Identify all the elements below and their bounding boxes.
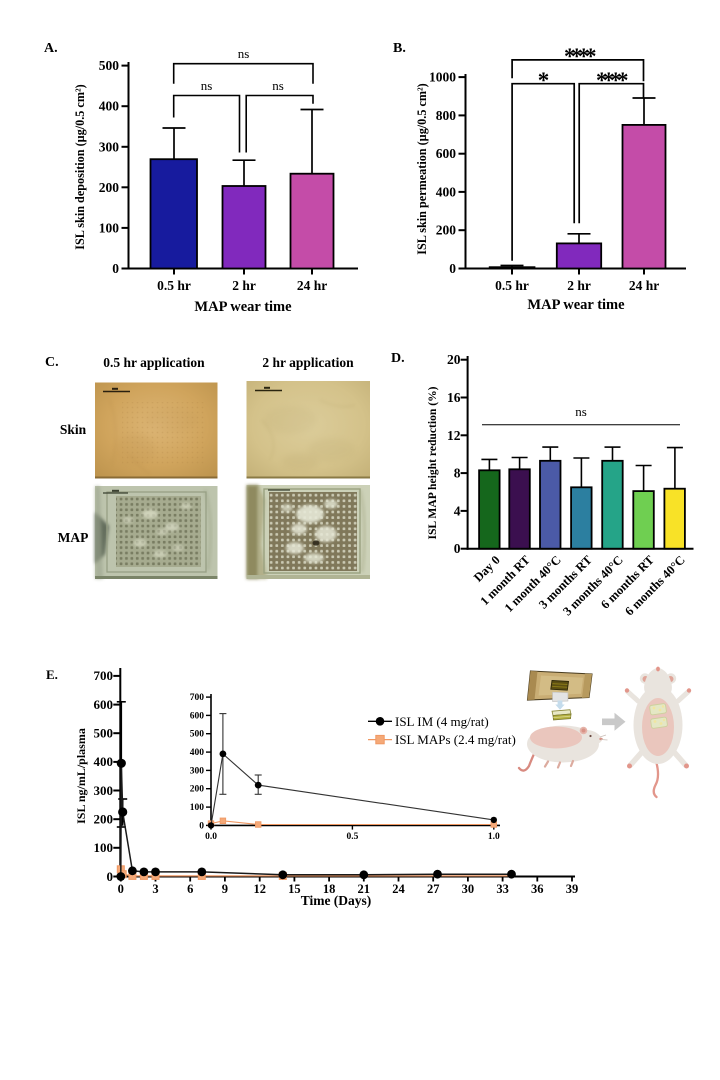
- svg-text:0.5 hr: 0.5 hr: [157, 278, 191, 293]
- svg-text:12: 12: [253, 882, 266, 896]
- svg-text:1000: 1000: [429, 70, 456, 85]
- svg-text:24 hr: 24 hr: [629, 278, 659, 293]
- svg-text:3: 3: [152, 882, 158, 896]
- svg-text:8: 8: [454, 466, 461, 481]
- svg-text:100: 100: [94, 840, 114, 855]
- svg-text:ISL ng/mL/plasma: ISL ng/mL/plasma: [74, 728, 88, 824]
- svg-text:600: 600: [94, 697, 114, 712]
- svg-text:24: 24: [392, 882, 405, 896]
- svg-text:ISL MAPs (2.4 mg/rat): ISL MAPs (2.4 mg/rat): [395, 732, 516, 747]
- svg-text:600: 600: [190, 711, 205, 721]
- svg-text:800: 800: [436, 108, 457, 123]
- svg-text:400: 400: [436, 184, 457, 199]
- svg-text:18: 18: [323, 882, 336, 896]
- svg-text:400: 400: [190, 748, 205, 758]
- svg-text:ISL IM (4 mg/rat): ISL IM (4 mg/rat): [395, 714, 489, 729]
- svg-text:200: 200: [99, 180, 120, 195]
- svg-text:Skin: Skin: [60, 422, 87, 437]
- svg-text:E.: E.: [46, 667, 58, 682]
- svg-text:MAP wear time: MAP wear time: [194, 299, 292, 315]
- svg-text:300: 300: [94, 783, 114, 798]
- svg-text:MAP wear time: MAP wear time: [527, 297, 625, 313]
- svg-text:ISL MAP height reduction (%): ISL MAP height reduction (%): [426, 386, 439, 539]
- svg-text:*: *: [538, 68, 550, 93]
- svg-text:39: 39: [566, 882, 579, 896]
- svg-text:200: 200: [436, 223, 457, 238]
- svg-text:2 hr application: 2 hr application: [262, 355, 354, 370]
- svg-text:0.5: 0.5: [346, 832, 358, 842]
- svg-text:16: 16: [447, 390, 461, 405]
- svg-text:ISL skin permeation (µg/0.5 cm: ISL skin permeation (µg/0.5 cm²): [415, 83, 429, 255]
- svg-text:0: 0: [118, 882, 124, 896]
- svg-text:200: 200: [190, 785, 205, 795]
- svg-text:0.0: 0.0: [205, 832, 217, 842]
- svg-text:0: 0: [199, 821, 204, 831]
- svg-text:36: 36: [531, 882, 544, 896]
- svg-text:ISL skin deposition (µg/0.5 cm: ISL skin deposition (µg/0.5 cm²): [73, 84, 87, 249]
- svg-text:9: 9: [222, 882, 228, 896]
- svg-text:600: 600: [436, 146, 457, 161]
- svg-text:2 hr: 2 hr: [567, 278, 591, 293]
- svg-text:D.: D.: [391, 351, 405, 366]
- svg-text:MAP: MAP: [58, 530, 89, 545]
- svg-text:0: 0: [454, 541, 461, 556]
- svg-text:****: ****: [564, 44, 596, 69]
- svg-text:300: 300: [190, 766, 205, 776]
- svg-text:0: 0: [112, 261, 119, 276]
- svg-text:400: 400: [99, 99, 120, 114]
- svg-text:C.: C.: [45, 355, 59, 370]
- svg-text:4: 4: [454, 503, 461, 518]
- svg-text:300: 300: [99, 139, 120, 154]
- svg-text:1.0: 1.0: [488, 832, 500, 842]
- svg-text:500: 500: [94, 726, 114, 741]
- svg-text:ns: ns: [201, 78, 213, 93]
- svg-text:0.5 hr application: 0.5 hr application: [103, 355, 205, 370]
- svg-text:500: 500: [99, 58, 120, 73]
- svg-text:400: 400: [94, 754, 114, 769]
- svg-text:33: 33: [496, 882, 509, 896]
- svg-text:30: 30: [462, 882, 475, 896]
- svg-text:0: 0: [107, 869, 114, 884]
- svg-text:6: 6: [187, 882, 193, 896]
- svg-text:200: 200: [94, 812, 114, 827]
- svg-text:Time (Days): Time (Days): [301, 893, 372, 908]
- svg-text:ns: ns: [575, 404, 587, 419]
- svg-text:27: 27: [427, 882, 440, 896]
- svg-text:20: 20: [447, 352, 461, 367]
- svg-text:2 hr: 2 hr: [232, 278, 256, 293]
- svg-text:100: 100: [99, 220, 120, 235]
- svg-text:ns: ns: [238, 46, 250, 61]
- svg-text:24 hr: 24 hr: [297, 278, 327, 293]
- svg-text:500: 500: [190, 730, 205, 740]
- svg-text:100: 100: [190, 803, 205, 813]
- svg-text:0: 0: [449, 261, 456, 276]
- svg-text:12: 12: [447, 428, 461, 443]
- svg-text:0.5 hr: 0.5 hr: [495, 278, 529, 293]
- svg-text:700: 700: [94, 668, 114, 683]
- svg-text:A.: A.: [44, 41, 58, 56]
- svg-text:B.: B.: [393, 41, 406, 56]
- svg-text:ns: ns: [272, 78, 284, 93]
- svg-text:15: 15: [288, 882, 301, 896]
- svg-text:21: 21: [358, 882, 371, 896]
- svg-text:****: ****: [596, 68, 628, 93]
- svg-text:700: 700: [190, 693, 205, 703]
